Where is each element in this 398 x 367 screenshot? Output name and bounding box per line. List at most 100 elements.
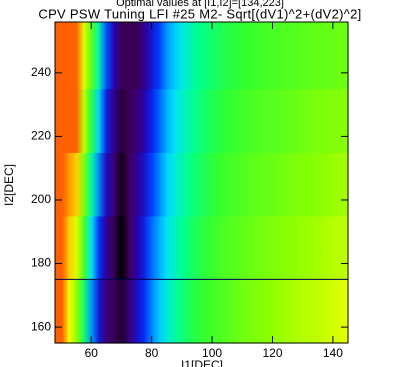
- heatmap-cell: [249, 22, 266, 90]
- heatmap-cell: [144, 279, 160, 344]
- heatmap-cell: [310, 215, 326, 281]
- x-axis-label: I1[DEC]: [181, 358, 223, 367]
- heatmap-cell: [174, 88, 191, 153]
- heatmap-cell: [174, 22, 191, 90]
- heatmap-cell: [234, 22, 251, 90]
- heatmap-cell: [325, 215, 342, 281]
- heatmap-cell: [159, 88, 175, 153]
- heatmap-cell: [280, 279, 296, 344]
- heatmap-cell: [204, 152, 221, 217]
- heatmap-cell: [189, 22, 206, 90]
- heatmap-cell: [280, 88, 296, 153]
- heatmap-cell: [55, 22, 70, 90]
- heatmap-cell: [189, 279, 206, 344]
- heatmap-cell: [204, 215, 221, 281]
- heatmap-cell: [144, 22, 160, 90]
- heatmap-cell: [234, 88, 251, 153]
- heatmap-cell: [159, 279, 175, 344]
- heatmap-cell: [310, 88, 326, 153]
- x-tick-label: 80: [145, 346, 159, 360]
- heatmap-cell: [129, 152, 145, 217]
- heatmap-cell: [113, 279, 130, 344]
- heatmap-cell: [204, 22, 221, 90]
- heatmap-cell: [83, 88, 100, 153]
- y-tick-label: 220: [31, 129, 51, 143]
- heatmap-cell: [159, 22, 175, 90]
- x-tick-label: 120: [262, 346, 282, 360]
- heatmap-cell: [219, 88, 236, 153]
- heatmap-cell: [129, 279, 145, 344]
- heatmap-cell: [295, 22, 311, 90]
- heatmap-cell: [98, 215, 115, 281]
- heatmap-cell: [340, 215, 349, 281]
- y-axis-label: I2[DEC]: [2, 164, 16, 206]
- heatmap-cell: [55, 215, 70, 281]
- heatmap-cell: [295, 215, 311, 281]
- y-tick-label: 180: [31, 256, 51, 270]
- chart-subtitle: CPV PSW Tuning LFI #25 M2- Sqrt[(dV1)^2+…: [38, 6, 361, 21]
- heatmap-cell: [55, 152, 70, 217]
- heatmap-cell: [68, 152, 85, 217]
- heatmap-cell: [113, 215, 130, 281]
- x-tick-label: 100: [202, 346, 222, 360]
- heatmap-cell: [113, 88, 130, 153]
- heatmap-cell: [264, 215, 281, 281]
- heatmap-cell: [68, 22, 85, 90]
- heatmap-cell: [234, 152, 251, 217]
- heatmap-cell: [55, 279, 70, 344]
- heatmap-cell: [280, 215, 296, 281]
- heatmap-cell: [249, 88, 266, 153]
- heatmap-cell: [189, 215, 206, 281]
- heatmap-cell: [83, 152, 100, 217]
- heatmap-cell: [159, 152, 175, 217]
- heatmap-cell: [325, 152, 342, 217]
- heatmap-cell: [310, 152, 326, 217]
- heatmap-cell: [264, 22, 281, 90]
- heatmap-cell: [98, 279, 115, 344]
- heatmap-cell: [325, 88, 342, 153]
- heatmap-cell: [340, 88, 349, 153]
- x-tick-label: 60: [85, 346, 99, 360]
- heatmap-cell: [159, 215, 175, 281]
- heatmap-cell: [310, 279, 326, 344]
- heatmap-cell: [340, 152, 349, 217]
- heatmap-cell: [340, 22, 349, 90]
- heatmap-cell: [83, 215, 100, 281]
- heatmap-cell: [174, 279, 191, 344]
- heatmap-cell: [280, 152, 296, 217]
- heatmap-cell: [295, 279, 311, 344]
- heatmap-cell: [129, 215, 145, 281]
- heatmap-cell: [249, 215, 266, 281]
- heatmap-cell: [98, 22, 115, 90]
- heatmap-cell: [219, 215, 236, 281]
- heatmap-cell: [129, 88, 145, 153]
- heatmap-cell: [219, 279, 236, 344]
- heatmap-cell: [68, 215, 85, 281]
- heatmap-cell: [113, 22, 130, 90]
- heatmap-cell: [189, 88, 206, 153]
- heatmap-cell: [280, 22, 296, 90]
- heatmap-cell: [249, 152, 266, 217]
- heatmap-cell: [310, 22, 326, 90]
- heatmap-cell: [234, 215, 251, 281]
- heatmap-cell: [234, 279, 251, 344]
- heatmap-cell: [98, 88, 115, 153]
- heatmap-cell: [144, 88, 160, 153]
- x-tick-label: 140: [323, 346, 343, 360]
- heatmap-cell: [295, 88, 311, 153]
- heatmap-cell: [264, 88, 281, 153]
- heatmap-cell: [204, 279, 221, 344]
- plot-frame: [54, 21, 349, 344]
- heatmap-cell: [264, 152, 281, 217]
- chart-title: Optimal values at [I1,I2]=[134,223]: [116, 0, 284, 9]
- heatmap-cell: [83, 22, 100, 90]
- heatmap-cell: [219, 22, 236, 90]
- heatmap-cell: [295, 152, 311, 217]
- heatmap-cell: [144, 215, 160, 281]
- heatmap-cell: [340, 279, 349, 344]
- y-tick-label: 200: [31, 192, 51, 206]
- heatmap-cell: [98, 152, 115, 217]
- heatmap-cell: [144, 152, 160, 217]
